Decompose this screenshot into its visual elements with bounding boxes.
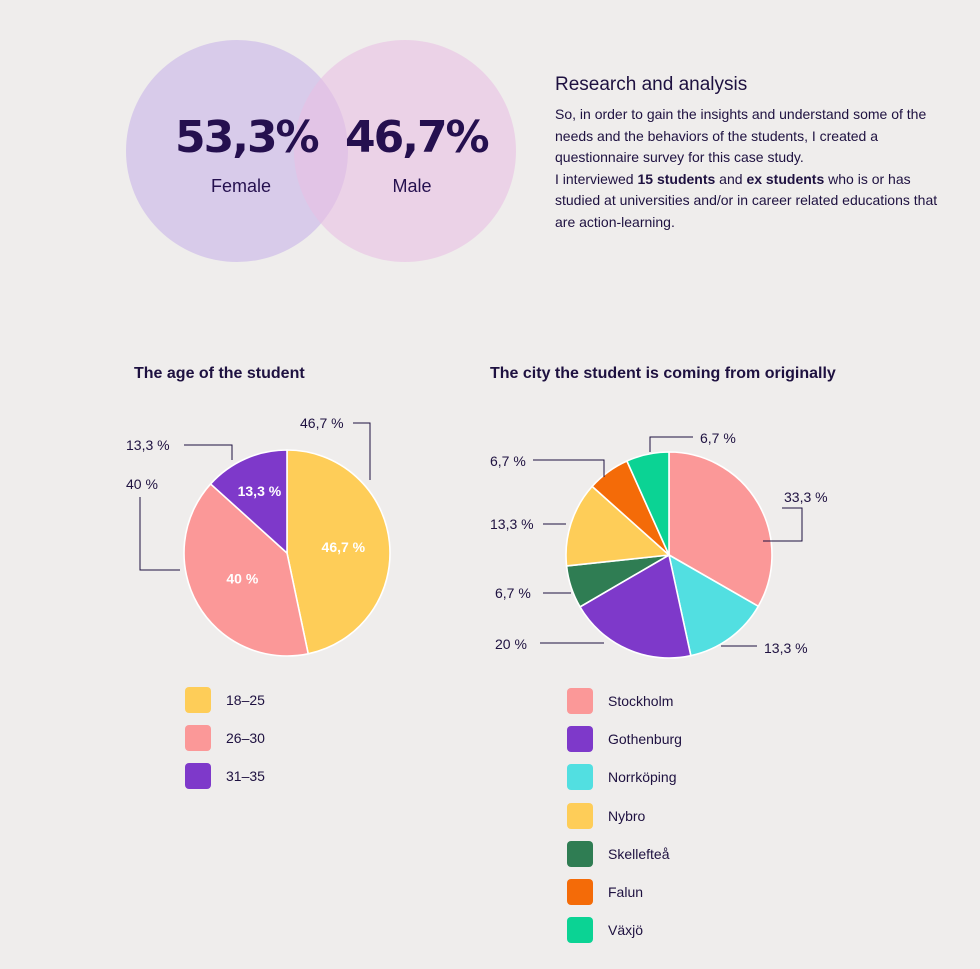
male-circle — [294, 40, 516, 262]
city-slice-norrköping — [667, 553, 760, 657]
age-slice-inner-label: 40 % — [226, 571, 258, 587]
legend-label: 18–25 — [226, 692, 265, 708]
city-slice-label: 6,7 % — [495, 585, 531, 601]
city-slice-label: 13,3 % — [764, 640, 808, 656]
age-chart-title: The age of the student — [134, 365, 305, 382]
city-leader-line — [763, 507, 803, 542]
city-slice-växjö — [625, 451, 670, 556]
city-slice-label: 20 % — [495, 636, 527, 652]
research-text: I interviewed — [555, 170, 638, 187]
city-slice-gothenburg — [578, 553, 692, 659]
research-text: who is or has studied at universities an… — [555, 170, 938, 230]
research-bold-ex-students: ex students — [746, 170, 825, 187]
legend-label: Falun — [608, 883, 644, 900]
research-section: Research and analysis So, in order to ga… — [555, 74, 955, 234]
legend-label: Nybro — [608, 807, 646, 824]
age-slice-18-25 — [286, 449, 391, 655]
age-leader-line — [184, 444, 233, 460]
gender-venn: 53,3% 46,7% Female Male — [0, 0, 540, 300]
age-slice-inner-label: 46,7 % — [322, 539, 366, 555]
age-slice-26-30 — [183, 482, 310, 657]
research-bold-students: 15 students — [637, 170, 716, 187]
legend-swatch — [185, 763, 211, 790]
legend-label: Gothenburg — [608, 731, 682, 748]
age-slice-label: 46,7 % — [300, 415, 344, 431]
city-slice-label: 13,3 % — [490, 516, 534, 532]
city-leader-line — [649, 436, 693, 452]
legend-label: 26–30 — [226, 730, 265, 747]
city-leader-line — [533, 459, 605, 477]
legend-swatch — [185, 687, 211, 713]
female-percentage: 53,3% — [175, 112, 320, 163]
city-slice-label: 6,7 % — [700, 430, 736, 446]
age-leader-line — [353, 422, 371, 480]
city-slice-stockholm — [668, 451, 773, 608]
legend-swatch — [185, 725, 211, 752]
research-title: Research and analysis — [555, 74, 748, 95]
research-paragraph-1: So, in order to gain the insights and un… — [555, 106, 927, 166]
age-leader-line — [139, 497, 180, 571]
age-slice-31-35 — [209, 449, 288, 555]
female-label: Female — [210, 176, 272, 196]
legend-label: Norrköping — [608, 769, 677, 786]
legend-swatch — [567, 840, 593, 867]
legend-swatch — [567, 878, 593, 905]
city-slice-label: 33,3 % — [784, 489, 828, 505]
legend-swatch — [567, 917, 593, 944]
male-percentage: 46,7% — [345, 112, 490, 163]
research-paragraph-2: I interviewed 15 students and ex student… — [555, 169, 955, 234]
age-slice-label: 40 % — [126, 476, 158, 492]
male-label: Male — [392, 176, 432, 196]
legend-label: 31–35 — [226, 768, 265, 785]
city-slice-label: 6,7 % — [490, 453, 526, 469]
legend-label: Skellefteå — [608, 845, 670, 862]
city-slice-nybro — [565, 485, 671, 567]
legend-swatch — [567, 726, 593, 753]
legend-swatch — [567, 764, 593, 791]
research-text: and — [715, 170, 747, 187]
age-slice-label: 13,3 % — [126, 437, 170, 453]
city-chart-title: The city the student is coming from orig… — [490, 365, 836, 382]
legend-swatch — [567, 802, 593, 829]
legend-label: Växjö — [608, 922, 644, 939]
legend-label: Stockholm — [608, 693, 674, 709]
legend-swatch — [567, 688, 593, 714]
age-slice-inner-label: 13,3 % — [238, 483, 282, 499]
